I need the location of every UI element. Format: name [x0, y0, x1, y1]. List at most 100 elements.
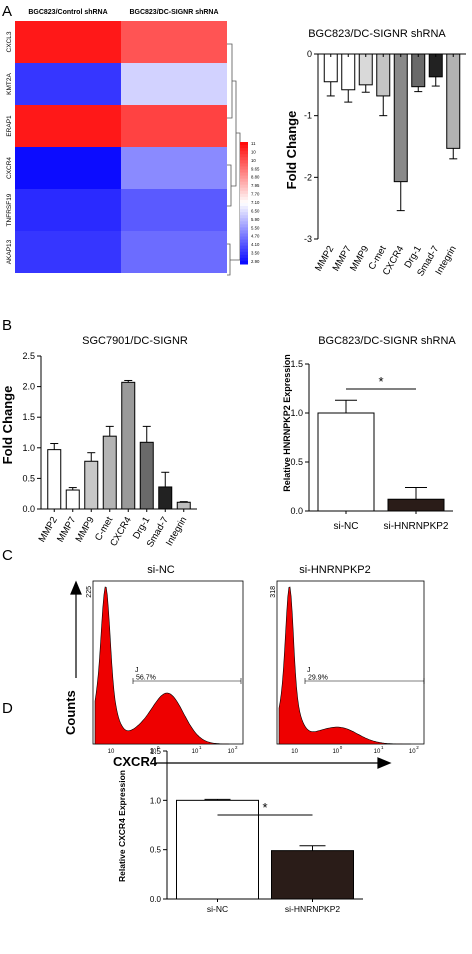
colorbar-swatch — [240, 221, 248, 225]
colorbar-swatch — [240, 160, 248, 164]
significance-star: * — [262, 800, 267, 815]
colorbar-swatch — [240, 142, 248, 146]
histogram-fill — [94, 586, 230, 745]
bar-c-met — [102, 435, 117, 510]
bar-smad-7 — [428, 53, 443, 78]
colorbar-swatch — [240, 184, 248, 189]
colorbar-swatch — [240, 166, 248, 170]
colorbar-swatch — [240, 218, 248, 222]
bar-si-hnrnpkp2 — [271, 850, 354, 900]
histogram-x-tick-exponent: 1 — [199, 745, 202, 750]
chart-b-hnrnpkp2-expression: BGC823/DC-SIGNR shRNA Relative HNRNPKP2 … — [282, 335, 456, 532]
heatmap-row-label: ERAP1 — [6, 115, 13, 137]
cxcr4-arrow — [155, 757, 392, 769]
chart-d-cxcr4-expression: Relative CXCR4 Expression 0.0 0.5 1.0 1.5 si… — [117, 747, 363, 914]
panel-label-c: C — [2, 547, 13, 564]
colorbar-swatch — [240, 193, 248, 198]
heatmap-col-label-1: BGC823/Control shRNA — [28, 9, 107, 16]
y-tick-label: 0.5 — [150, 846, 162, 855]
bar-cxcr4 — [121, 381, 136, 510]
heatmap-cell — [121, 63, 227, 105]
hist-1-title: si-NC — [147, 564, 175, 576]
histogram-x-tick-label: 10 — [374, 749, 381, 755]
hist-2-title: si-HNRNPKP2 — [299, 564, 371, 576]
dendrogram — [227, 43, 241, 276]
colorbar-tick-label: 11 — [251, 141, 256, 146]
colorbar-tick-label: 10 — [251, 158, 256, 163]
bar-mmp2 — [323, 53, 338, 83]
bar-c-met — [376, 53, 391, 97]
chart-a2-ylabel: Fold Change — [284, 111, 299, 190]
colorbar-swatch — [240, 212, 248, 216]
histogram-x-tick-label: 10 — [409, 749, 416, 755]
y-tick-label: -1 — [304, 111, 312, 121]
bar-drg-1 — [139, 441, 154, 510]
y-tick-label: 2.0 — [22, 382, 35, 392]
heatmap-cell — [15, 189, 121, 231]
colorbar-swatch — [240, 154, 248, 158]
histogram-ymax-label: 318 — [270, 586, 277, 598]
bar-smad-7 — [158, 486, 173, 510]
colorbar-swatch — [240, 203, 248, 207]
heatmap-cell — [121, 105, 227, 147]
bar-drg-1 — [411, 53, 426, 88]
heatmap-cell — [121, 147, 227, 189]
y-tick-label: -3 — [304, 234, 312, 244]
colorbar-tick-label: 8.80 — [251, 175, 260, 180]
colorbar-tick-label: 7.70 — [251, 192, 260, 197]
counts-axis-label: Counts — [63, 690, 78, 735]
colorbar-swatch — [240, 169, 248, 173]
colorbar-swatch — [240, 148, 248, 152]
x-tick-label: si-HNRNPKP2 — [285, 904, 341, 914]
y-tick-label: 1.5 — [290, 359, 303, 369]
histogram-x-tick-exponent: 1 — [381, 745, 384, 750]
heatmap-row-label: TNFRSF19 — [6, 193, 13, 226]
panel-label-d: D — [2, 700, 13, 717]
colorbar-swatch — [240, 145, 248, 149]
bar-mmp7 — [341, 53, 356, 91]
y-tick-label: 0.0 — [150, 895, 162, 904]
heatmap-row-label: CXCR4 — [6, 157, 13, 179]
gate-name: J — [307, 667, 311, 674]
histogram-x-tick-exponent: 2 — [235, 745, 238, 750]
colorbar-tick-label: 3.50 — [251, 251, 260, 256]
histogram-x-tick-label: 10 — [228, 749, 235, 755]
bar-integrin — [176, 501, 191, 510]
colorbar-swatch — [240, 257, 248, 262]
heatmap-row-label: AKAP13 — [6, 239, 13, 264]
bar-mmp9 — [84, 460, 99, 510]
bar-integrin — [446, 53, 461, 149]
chart-b1-title: SGC7901/DC-SIGNR — [82, 335, 188, 347]
y-tick-label: -2 — [304, 172, 312, 182]
x-tick-label: si-NC — [207, 904, 228, 914]
chart-a-fold-change: BGC823/DC-SIGNR shRNA Fold Change 0 -1 -2 -… — [284, 28, 466, 278]
colorbar-swatch — [240, 190, 248, 195]
heatmap-row-label: KMT2A — [6, 73, 13, 95]
y-tick-label: 0.0 — [290, 506, 303, 516]
panel-label-b: B — [2, 317, 12, 334]
y-tick-label: 1.0 — [150, 796, 162, 805]
chart-a2-title: BGC823/DC-SIGNR shRNA — [308, 28, 446, 40]
colorbar-tick-label: 10 — [251, 149, 256, 154]
colorbar-swatch — [240, 251, 248, 256]
heatmap-cell — [15, 63, 121, 105]
histogram-ymax-label: 225 — [86, 586, 93, 598]
chart-b2-title: BGC823/DC-SIGNR shRNA — [318, 335, 456, 347]
chart-b2-ylabel: Relative HNRNPKP2 Expression — [282, 354, 292, 492]
y-tick-label: 0.0 — [22, 504, 35, 514]
colorbar-tick-label: 7.10 — [251, 200, 260, 205]
y-tick-label: 0.5 — [22, 473, 35, 483]
y-tick-label: 1.5 — [22, 412, 35, 422]
colorbar-tick-label: 5.50 — [251, 225, 260, 230]
bar-mmp2 — [47, 449, 62, 510]
colorbar-swatch — [240, 236, 248, 241]
colorbar-swatch — [240, 163, 248, 167]
chart-d-ylabel: Relative CXCR4 Expression — [117, 770, 127, 882]
histogram-x-tick-exponent: 0 — [157, 745, 160, 750]
colorbar-swatch — [240, 187, 248, 192]
y-tick-label: 1.5 — [150, 747, 162, 756]
histogram-x-tick-label: 10 — [192, 749, 199, 755]
y-tick-label: 0 — [307, 49, 312, 59]
cxcr4-axis-label: CXCR4 — [113, 754, 158, 769]
